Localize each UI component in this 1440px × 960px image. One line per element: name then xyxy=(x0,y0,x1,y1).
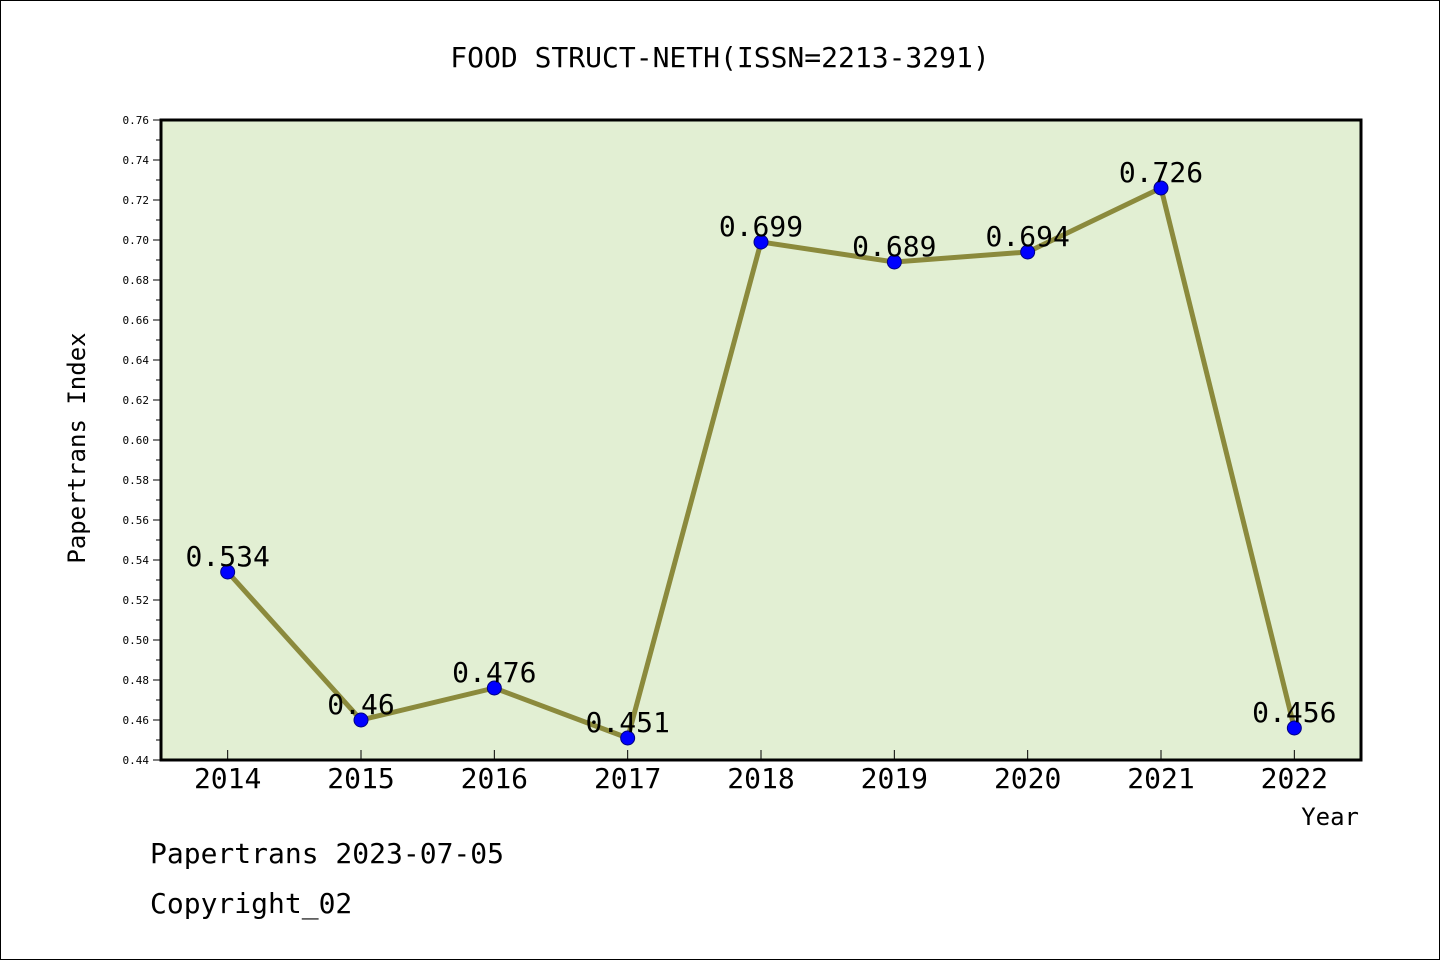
data-point xyxy=(220,564,236,580)
y-tick-label: 0.58 xyxy=(123,474,150,487)
y-tick-label: 0.54 xyxy=(123,554,150,567)
y-tick-label: 0.74 xyxy=(123,154,150,167)
data-markers xyxy=(220,180,1302,746)
y-tick-label: 0.66 xyxy=(123,314,150,327)
data-label: 0.699 xyxy=(719,210,803,243)
x-tick-label: 2018 xyxy=(727,762,794,795)
data-label: 0.476 xyxy=(452,656,536,689)
x-tick-label: 2016 xyxy=(461,762,528,795)
y-tick-label: 0.56 xyxy=(123,514,150,527)
data-label: 0.451 xyxy=(586,706,670,739)
x-tick-label: 2017 xyxy=(594,762,661,795)
data-label: 0.689 xyxy=(852,230,936,263)
data-point xyxy=(1153,180,1169,196)
data-label: 0.694 xyxy=(986,220,1070,253)
data-label: 0.456 xyxy=(1252,696,1336,729)
y-tick-label: 0.76 xyxy=(123,114,150,127)
plot-frame xyxy=(159,118,1363,762)
y-tick-label: 0.44 xyxy=(123,754,150,767)
y-tick-label: 0.48 xyxy=(123,674,150,687)
plot-area xyxy=(161,120,1361,760)
footer-copyright: Copyright_02 xyxy=(150,887,352,921)
y-tick-label: 0.68 xyxy=(123,274,150,287)
y-tick-label: 0.70 xyxy=(123,234,150,247)
data-labels: 0.534 0.46 0.476 0.451 0.699 0.689 0.694 0.726 0… xyxy=(186,156,1337,739)
x-axis-ticks: 2014 2015 2016 2017 2018 2019 2020 2021 2022 xyxy=(194,750,1328,795)
data-point xyxy=(486,680,502,696)
x-axis-title: Year xyxy=(1301,803,1359,831)
x-tick-label: 2021 xyxy=(1127,762,1194,795)
data-label: 0.534 xyxy=(186,540,270,573)
data-point xyxy=(753,234,769,250)
data-point xyxy=(1020,244,1036,260)
chart-title: FOOD STRUCT-NETH(ISSN=2213-3291) xyxy=(450,41,989,74)
x-tick-label: 2020 xyxy=(994,762,1061,795)
x-tick-label: 2014 xyxy=(194,762,261,795)
x-tick-label: 2019 xyxy=(861,762,928,795)
x-tick-label: 2015 xyxy=(327,762,394,795)
y-tick-label: 0.64 xyxy=(123,354,150,367)
y-axis-title: Papertrans Index xyxy=(63,332,91,563)
data-label: 0.46 xyxy=(327,688,394,721)
data-label: 0.726 xyxy=(1119,156,1203,189)
y-tick-label: 0.52 xyxy=(123,594,150,607)
x-tick-label: 2022 xyxy=(1261,762,1328,795)
y-tick-label: 0.46 xyxy=(123,714,150,727)
data-point xyxy=(1286,720,1302,736)
footer-date: Papertrans 2023-07-05 xyxy=(150,837,504,870)
data-point xyxy=(353,712,369,728)
y-tick-label: 0.72 xyxy=(123,194,150,207)
y-axis-ticks: 0.44 0.46 0.48 0.50 0.52 0.54 0.56 0.58 0.60 0.62… xyxy=(123,114,161,767)
y-tick-label: 0.60 xyxy=(123,434,150,447)
y-tick-label: 0.62 xyxy=(123,394,150,407)
y-tick-label: 0.50 xyxy=(123,634,150,647)
data-point xyxy=(620,730,636,746)
data-point xyxy=(886,254,902,270)
